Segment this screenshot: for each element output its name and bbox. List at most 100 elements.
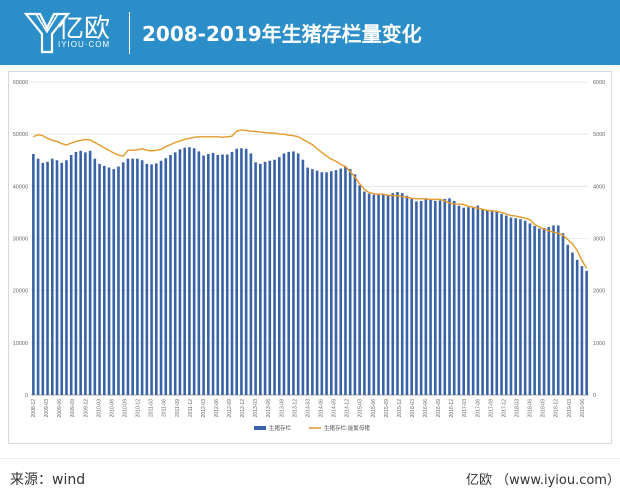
bar — [481, 209, 484, 395]
x-tick-label: 2015-09 — [384, 399, 390, 418]
line-series — [33, 129, 588, 269]
bar — [571, 252, 574, 395]
y-left-tick-label: 10000 — [13, 341, 28, 347]
bar — [552, 225, 555, 395]
bar — [585, 270, 588, 395]
bar — [65, 160, 68, 395]
x-tick-label: 2016-03 — [410, 399, 416, 418]
legend-swatch-bar — [254, 426, 266, 430]
bar — [315, 170, 319, 395]
bar — [93, 158, 97, 395]
bar — [249, 153, 253, 395]
x-tick-label: 2011-06 — [162, 399, 168, 417]
bar — [386, 195, 390, 395]
x-tick-label: 2012-09 — [227, 399, 233, 418]
bar — [221, 154, 224, 395]
x-tick-label: 2011-03 — [149, 399, 155, 417]
bar — [429, 199, 432, 395]
x-tick-label: 2013-09 — [279, 399, 285, 418]
x-tick-label: 2015-03 — [358, 399, 364, 418]
bar — [514, 218, 518, 395]
bar — [419, 200, 423, 395]
x-tick-label: 2018-09 — [541, 399, 547, 418]
x-tick-label: 2019-03 — [567, 399, 573, 418]
bar — [36, 158, 40, 395]
bar — [121, 162, 125, 395]
bar — [580, 266, 584, 395]
bar — [254, 162, 257, 395]
y-left-tick-label: 50000 — [13, 132, 28, 138]
source-note: 来源：wind — [10, 472, 86, 488]
bar — [400, 193, 404, 395]
bar — [292, 151, 295, 395]
x-tick-label: 2018-03 — [515, 399, 521, 418]
bar — [462, 207, 465, 395]
x-tick-label: 2010-03 — [96, 399, 102, 418]
bar — [538, 228, 541, 395]
x-tick-label: 2009-09 — [70, 399, 76, 418]
bar — [88, 150, 92, 395]
bar — [69, 155, 73, 395]
bar — [504, 215, 508, 395]
bar — [320, 172, 324, 395]
bar — [225, 154, 229, 395]
x-tick-label: 2014-03 — [305, 399, 311, 418]
x-tick-label: 2018-12 — [554, 399, 560, 418]
y-left-tick-label: 40000 — [13, 184, 28, 190]
bar — [372, 194, 376, 395]
bar — [348, 169, 352, 395]
bar — [443, 198, 447, 395]
bar — [377, 194, 380, 395]
bar — [230, 151, 234, 395]
bar — [486, 210, 489, 395]
page-title: 2008-2019年生猪存栏量变化 — [142, 22, 422, 46]
y-left-tick-label: 0 — [25, 393, 28, 399]
site-credit: 亿欧 （www.iyiou.com） — [466, 473, 620, 488]
bar — [415, 201, 418, 395]
bar — [273, 159, 276, 395]
bar — [240, 148, 243, 395]
x-tick-label: 2008-12 — [31, 399, 37, 418]
bar — [448, 198, 451, 395]
x-tick-label: 2009-06 — [57, 399, 63, 418]
y-right-tick-label: 2000 — [593, 289, 605, 295]
bar — [207, 153, 210, 395]
iyiou-logo-icon — [23, 12, 71, 54]
bar — [381, 194, 385, 395]
bar — [329, 171, 333, 395]
bar — [112, 169, 116, 395]
bar — [192, 148, 196, 395]
bar — [566, 244, 570, 395]
bar — [211, 152, 215, 395]
y-left-tick-label: 60000 — [13, 80, 28, 86]
bar — [155, 163, 158, 395]
bar — [107, 167, 111, 395]
bar — [410, 198, 413, 395]
bar — [396, 192, 399, 395]
x-tick-label: 2017-12 — [501, 399, 507, 418]
legend-label: 生猪存栏:能繁母猪 — [324, 424, 370, 432]
bar — [490, 210, 494, 395]
bar — [235, 148, 239, 395]
bar — [476, 205, 480, 395]
bar — [339, 168, 343, 395]
y-right-tick-label: 0 — [593, 393, 596, 399]
bar — [164, 158, 168, 395]
x-tick-label: 2017-09 — [488, 399, 494, 418]
x-tick-label: 2014-12 — [345, 399, 351, 418]
bar — [438, 200, 442, 395]
y-right-tick-label: 3000 — [593, 237, 605, 243]
x-tick-label: 2009-03 — [44, 399, 50, 418]
bar — [471, 207, 475, 395]
bar — [547, 227, 551, 395]
bar — [424, 199, 428, 395]
bar — [325, 172, 328, 395]
bar — [183, 147, 186, 395]
x-tick-label: 2010-06 — [109, 399, 115, 418]
bar — [150, 164, 153, 395]
x-tick-label: 2016-06 — [423, 399, 429, 418]
bar — [46, 161, 49, 395]
bar — [216, 155, 220, 395]
x-tick-label: 2018-06 — [528, 399, 534, 418]
bar — [495, 211, 499, 395]
